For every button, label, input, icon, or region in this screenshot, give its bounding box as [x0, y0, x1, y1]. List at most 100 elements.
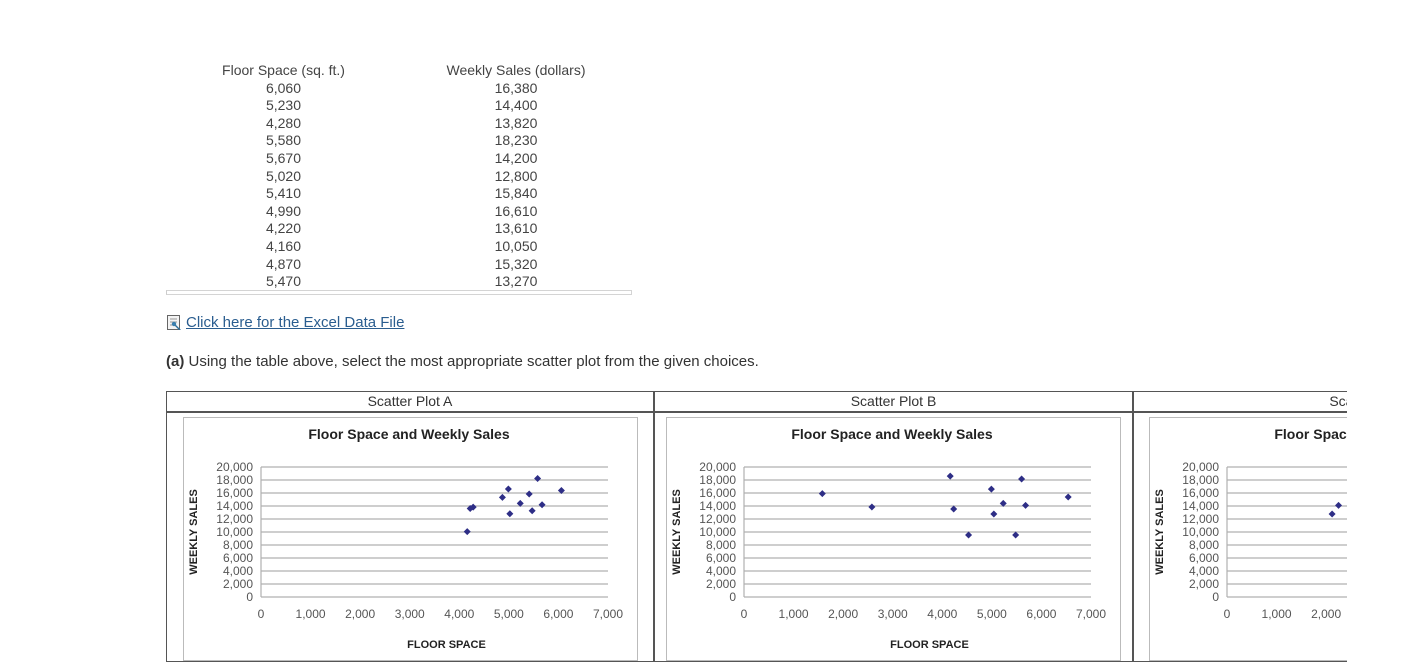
y-tick-label: 10,000 [216, 525, 253, 539]
table-divider [166, 290, 632, 295]
x-tick-label: 4,000 [444, 607, 474, 621]
y-tick-label: 2,000 [706, 577, 736, 591]
data-point [965, 531, 973, 539]
table-cell: 13,610 [494, 220, 538, 237]
table-cell: 5,020 [265, 167, 302, 184]
question-body: Using the table above, select the most a… [184, 353, 759, 370]
floor-space-column: Floor Space (sq. ft.) 6,060 5,230 4,280 5,5… [196, 62, 371, 291]
y-tick-label: 16,000 [699, 486, 736, 500]
weekly-sales-column: Weekly Sales (dollars) 16,380 14,400 13,82… [421, 62, 611, 291]
y-tick-label: 20,000 [216, 460, 253, 474]
chart-frame [666, 417, 1121, 661]
x-tick-label: 6,000 [1026, 607, 1056, 621]
y-tick-label: 0 [1212, 590, 1219, 604]
chart-title: Floor Space and Weekly Sales [308, 426, 509, 442]
x-tick-label: 3,000 [878, 607, 908, 621]
y-tick-label: 4,000 [706, 564, 736, 578]
chart-title: Floor Space and Weekly Sales [1274, 426, 1347, 442]
y-tick-label: 10,000 [1182, 525, 1219, 539]
data-point [990, 510, 998, 518]
data-point [534, 475, 542, 483]
y-tick-label: 2,000 [1189, 577, 1219, 591]
table-cell: 5,230 [265, 97, 302, 114]
y-tick-label: 0 [729, 590, 736, 604]
scatter-plot-c-option[interactable]: Scatter Plot C Floor Space and Weekly Sa… [1134, 392, 1347, 661]
chart-title: Floor Space and Weekly Sales [791, 426, 992, 442]
x-tick-label: 2,000 [345, 607, 375, 621]
plot-label: Scatter Plot B [655, 392, 1132, 413]
y-tick-label: 6,000 [706, 551, 736, 565]
y-axis-label: WEEKLY SALES [188, 489, 200, 575]
table-cell: 6,060 [265, 79, 302, 96]
y-tick-label: 8,000 [223, 538, 253, 552]
table-cell: 15,320 [494, 255, 538, 272]
x-tick-label: 2,000 [1311, 607, 1341, 621]
question-label: (a) [166, 353, 185, 370]
scatter-plot-b-option[interactable]: Scatter Plot B Floor Space and Weekly Sa… [655, 392, 1134, 661]
y-tick-label: 12,000 [216, 512, 253, 526]
table-cell: 16,380 [494, 79, 538, 96]
data-point [516, 499, 524, 507]
excel-data-file-link[interactable]: Click here for the Excel Data File [166, 314, 404, 331]
x-tick-label: 2,000 [828, 607, 858, 621]
data-point [818, 490, 826, 498]
y-tick-label: 8,000 [1189, 538, 1219, 552]
x-tick-label: 5,000 [494, 607, 524, 621]
excel-file-icon [166, 314, 183, 331]
y-tick-label: 6,000 [223, 551, 253, 565]
x-tick-label: 7,000 [1076, 607, 1106, 621]
y-tick-label: 6,000 [1189, 551, 1219, 565]
y-tick-label: 20,000 [1182, 460, 1219, 474]
y-axis-label: WEEKLY SALES [1154, 489, 1166, 575]
y-tick-label: 10,000 [699, 525, 736, 539]
table-cell: 13,820 [494, 114, 538, 131]
y-tick-label: 8,000 [706, 538, 736, 552]
data-point [463, 528, 471, 536]
table-cell: 5,670 [265, 149, 302, 166]
x-tick-label: 7,000 [593, 607, 623, 621]
y-tick-label: 4,000 [223, 564, 253, 578]
x-tick-label: 4,000 [927, 607, 957, 621]
data-point [525, 490, 533, 498]
y-tick-label: 18,000 [216, 473, 253, 487]
x-tick-label: 5,000 [977, 607, 1007, 621]
data-point [999, 499, 1007, 507]
table-cell: 5,410 [265, 185, 302, 202]
data-point [557, 487, 565, 495]
table-cell: 4,160 [265, 237, 302, 254]
scatter-plot-c-chart: Floor Space and Weekly Sales02,0004,0006… [1149, 417, 1347, 661]
y-tick-label: 16,000 [1182, 486, 1219, 500]
x-axis-label: FLOOR SPACE [407, 639, 486, 651]
y-tick-label: 18,000 [1182, 473, 1219, 487]
x-tick-label: 0 [258, 607, 265, 621]
table-cell: 14,200 [494, 149, 538, 166]
data-point [466, 505, 474, 513]
data-point [868, 503, 876, 511]
x-tick-label: 0 [1224, 607, 1231, 621]
y-tick-label: 18,000 [699, 473, 736, 487]
y-tick-label: 16,000 [216, 486, 253, 500]
scatter-plot-choices: Scatter Plot A Floor Space and Weekly Sa… [166, 391, 1347, 662]
table-cell: 4,990 [265, 202, 302, 219]
table-cell: 4,220 [265, 220, 302, 237]
y-tick-label: 12,000 [699, 512, 736, 526]
x-tick-label: 0 [741, 607, 748, 621]
column-header: Weekly Sales (dollars) [446, 62, 586, 78]
x-axis-label: FLOOR SPACE [890, 639, 969, 651]
table-cell: 12,800 [494, 167, 538, 184]
link-label: Click here for the Excel Data File [186, 314, 405, 331]
table-cell: 18,230 [494, 132, 538, 149]
data-point [504, 485, 512, 493]
table-cell: 5,470 [265, 273, 302, 290]
table-cell: 13,270 [494, 273, 538, 290]
table-cell: 16,610 [494, 202, 538, 219]
data-point [1022, 501, 1030, 509]
scatter-plot-a-chart: Floor Space and Weekly Sales02,0004,0006… [183, 417, 638, 661]
scatter-plot-a-option[interactable]: Scatter Plot A Floor Space and Weekly Sa… [167, 392, 655, 661]
plot-label: Scatter Plot A [167, 392, 653, 413]
y-tick-label: 2,000 [223, 577, 253, 591]
chart-frame [1149, 417, 1347, 661]
table-cell: 4,280 [265, 114, 302, 131]
x-tick-label: 1,000 [1262, 607, 1292, 621]
x-tick-label: 3,000 [395, 607, 425, 621]
